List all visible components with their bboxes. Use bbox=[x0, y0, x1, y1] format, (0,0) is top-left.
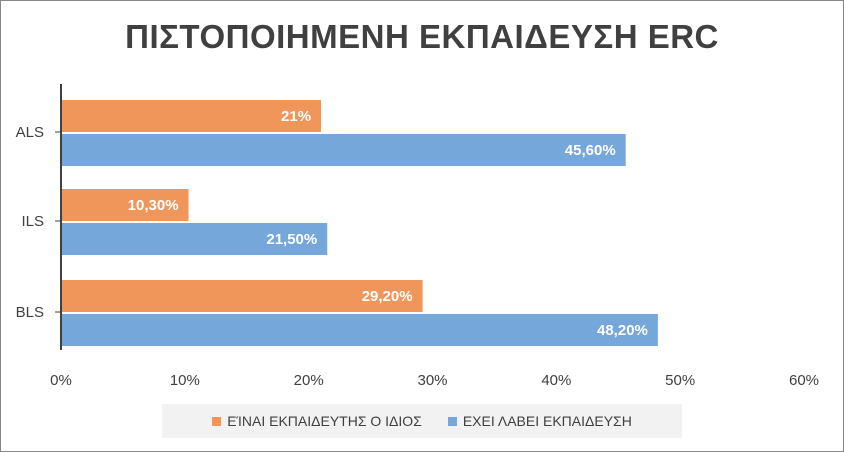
legend-item-trainer: ΕΊΝΑΙ ΕΚΠΑΙΔΕΥΤΗΣ Ο ΙΔΙΟΣ bbox=[212, 413, 422, 429]
legend-swatch-trainer bbox=[212, 416, 222, 426]
chart-legend: ΕΊΝΑΙ ΕΚΠΑΙΔΕΥΤΗΣ Ο ΙΔΙΟΣ ΕΧΕΙ ΛΑΒΕΙ ΕΚΠ… bbox=[162, 404, 682, 438]
x-tick-label-50: 50% bbox=[665, 372, 695, 389]
x-tick-label-40: 40% bbox=[541, 372, 571, 389]
bar-bls-series-1 bbox=[61, 314, 658, 346]
legend-swatch-trained bbox=[447, 416, 457, 426]
data-label-als-series-0: 21% bbox=[281, 108, 311, 125]
bar-ils-series-1 bbox=[61, 223, 328, 255]
category-label-als: ALS bbox=[16, 124, 44, 141]
x-tick-label-10: 10% bbox=[170, 372, 200, 389]
category-label-bls: BLS bbox=[16, 304, 44, 321]
data-label-ils-series-0: 10,30% bbox=[128, 197, 179, 214]
legend-item-trained: ΕΧΕΙ ΛΑΒΕΙ ΕΚΠΑΙΔΕΥΣΗ bbox=[447, 413, 632, 429]
x-tick-label-20: 20% bbox=[294, 372, 324, 389]
bar-ils-series-0 bbox=[61, 189, 189, 221]
data-label-bls-series-1: 48,20% bbox=[597, 322, 648, 339]
data-label-als-series-1: 45,60% bbox=[565, 142, 616, 159]
bar-bls-series-0 bbox=[61, 280, 423, 312]
x-tick-label-0: 0% bbox=[50, 372, 72, 389]
x-tick-label-30: 30% bbox=[417, 372, 447, 389]
legend-label-trained: ΕΧΕΙ ΛΑΒΕΙ ΕΚΠΑΙΔΕΥΣΗ bbox=[462, 413, 632, 429]
bar-als-series-1 bbox=[61, 134, 626, 166]
bar-als-series-0 bbox=[61, 100, 322, 132]
chart-title: ΠΙΣΤΟΠΟΙΗΜΕΝΗ ΕΚΠΑΙΔΕΥΣΗ ERC bbox=[125, 18, 719, 55]
category-label-ils: ILS bbox=[21, 213, 44, 230]
legend-label-trainer: ΕΊΝΑΙ ΕΚΠΑΙΔΕΥΤΗΣ Ο ΙΔΙΟΣ bbox=[227, 413, 422, 429]
data-label-bls-series-0: 29,20% bbox=[362, 288, 413, 305]
x-tick-label-60: 60% bbox=[789, 372, 819, 389]
data-label-ils-series-1: 21,50% bbox=[266, 231, 317, 248]
